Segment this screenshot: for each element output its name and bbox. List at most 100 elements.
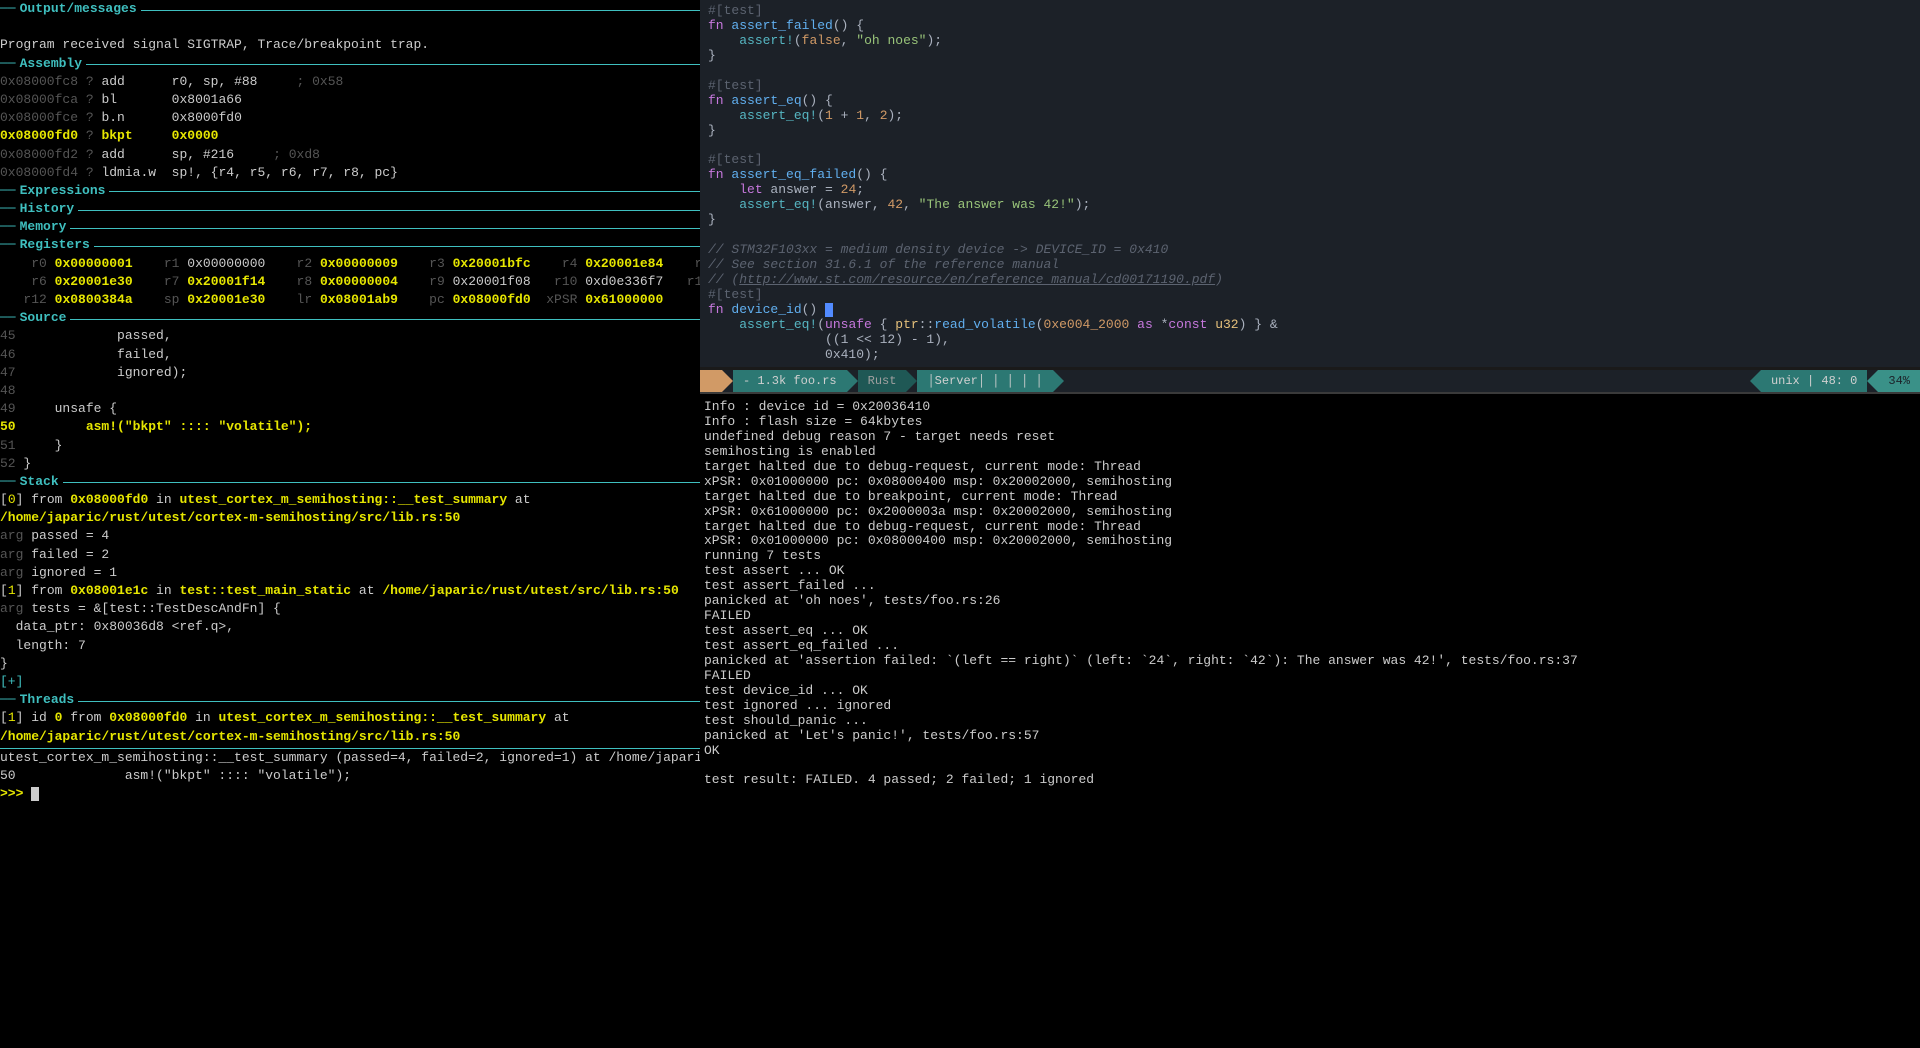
terminal-line: panicked at 'assertion failed: `(left ==… [704, 654, 1916, 669]
gdb-output-line: 50 asm!("bkpt" :::: "volatile"); [0, 767, 700, 785]
sb-file: - 1.3k foo.rs [733, 370, 847, 392]
blank [0, 18, 700, 36]
terminal-line: OK [704, 744, 1916, 759]
source-line: 49 unsafe { [0, 400, 700, 418]
gdb-output-line: utest_cortex_m_semihosting::__test_summa… [0, 749, 700, 767]
gdb-tail: utest_cortex_m_semihosting::__test_summa… [0, 749, 700, 785]
terminal-line [704, 759, 1916, 774]
editor-line: #[test] [708, 79, 1912, 94]
section-memory: ──Memory [0, 218, 700, 236]
register-row: r0 0x00000001 r1 0x00000000 r2 0x0000000… [0, 255, 700, 273]
gdb-prompt: >>> [0, 786, 31, 801]
editor-statusbar: - 1.3k foo.rs Rust │ Server │ │ │ │ │ un… [700, 370, 1920, 392]
terminal-line: semihosting is enabled [704, 445, 1916, 460]
asm-line: 0x08000fc8 ? add r0, sp, #88 ; 0x58 [0, 73, 700, 91]
terminal-line: panicked at 'Let's panic!', tests/foo.rs… [704, 729, 1916, 744]
asm-line: 0x08000fd2 ? add sp, #216 ; 0xd8 [0, 146, 700, 164]
source-listing: 45 passed,46 failed,47 ignored);48 49 un… [0, 327, 700, 473]
terminal-line: test ignored ... ignored [704, 699, 1916, 714]
sb-encoding: unix | 48: 0 [1761, 370, 1867, 392]
terminal-line: xPSR: 0x01000000 pc: 0x08000400 msp: 0x2… [704, 475, 1916, 490]
editor-line: 0x410); [708, 348, 1912, 363]
section-history: ──History [0, 200, 700, 218]
terminal-line: target halted due to debug-request, curr… [704, 460, 1916, 475]
terminal-line: running 7 tests [704, 549, 1916, 564]
stack-arg: arg ignored = 1 [0, 564, 700, 582]
registers-listing: r0 0x00000001 r1 0x00000000 r2 0x0000000… [0, 255, 700, 310]
stack-tail: } [0, 655, 700, 673]
asm-line: 0x08000fca ? bl 0x8001a66 [0, 91, 700, 109]
section-registers: ──Registers [0, 236, 700, 254]
terminal-line: test result: FAILED. 4 passed; 2 failed;… [704, 773, 1916, 788]
stack-arg: arg failed = 2 [0, 546, 700, 564]
editor-line: #[test] [708, 4, 1912, 19]
sb-arrow-left [700, 370, 722, 392]
right-pane: #[test]fn assert_failed() { assert!(fals… [700, 0, 1920, 1048]
register-row: r6 0x20001e30 r7 0x20001f14 r8 0x0000000… [0, 273, 700, 291]
editor-line: } [708, 213, 1912, 228]
editor-line: fn assert_eq_failed() { [708, 168, 1912, 183]
terminal-line: panicked at 'oh noes', tests/foo.rs:26 [704, 594, 1916, 609]
editor-line: fn device_id() [708, 303, 1912, 318]
editor-line: assert_eq!(1 + 1, 2); [708, 109, 1912, 124]
source-line: 52 } [0, 455, 700, 473]
terminal-line: Info : device id = 0x20036410 [704, 400, 1916, 415]
terminal-line: test assert ... OK [704, 564, 1916, 579]
source-line: 45 passed, [0, 327, 700, 345]
terminal-line: xPSR: 0x01000000 pc: 0x08000400 msp: 0x2… [704, 534, 1916, 549]
editor-line: // (http://www.st.com/resource/en/refere… [708, 273, 1912, 288]
asm-line: 0x08000fd4 ? ldmia.w sp!, {r4, r5, r6, r… [0, 164, 700, 182]
terminal-line: undefined debug reason 7 - target needs … [704, 430, 1916, 445]
stack-arg: arg passed = 4 [0, 527, 700, 545]
editor-line: assert!(false, "oh noes"); [708, 34, 1912, 49]
editor-line: assert_eq!(answer, 42, "The answer was 4… [708, 198, 1912, 213]
editor-line: fn assert_failed() { [708, 19, 1912, 34]
code-editor[interactable]: #[test]fn assert_failed() { assert!(fals… [700, 0, 1920, 392]
signal-message: Program received signal SIGTRAP, Trace/b… [0, 36, 700, 54]
editor-line: assert_eq!(unsafe { ptr::read_volatile(0… [708, 318, 1912, 333]
register-row: r12 0x0800384a sp 0x20001e30 lr 0x08001a… [0, 291, 700, 309]
sb-server: │ Server │ │ │ │ │ [917, 370, 1052, 392]
source-line: 51 } [0, 437, 700, 455]
terminal-line: FAILED [704, 609, 1916, 624]
section-source: ──Source [0, 309, 700, 327]
asm-line: 0x08000fd0 ? bkpt 0x0000 [0, 127, 700, 145]
terminal-line: test assert_eq ... OK [704, 624, 1916, 639]
gdb-dashboard: ──Output/messages Program received signa… [0, 0, 700, 1048]
stack-expand[interactable]: [+] [0, 673, 700, 691]
editor-line: #[test] [708, 153, 1912, 168]
gdb-cursor [31, 787, 39, 801]
terminal-line: FAILED [704, 669, 1916, 684]
editor-line: fn assert_eq() { [708, 94, 1912, 109]
editor-line [708, 64, 1912, 79]
editor-line [708, 228, 1912, 243]
terminal-line: xPSR: 0x61000000 pc: 0x2000003a msp: 0x2… [704, 505, 1916, 520]
stack-frame: [0] from 0x08000fd0 in utest_cortex_m_se… [0, 491, 700, 527]
terminal-line: target halted due to breakpoint, current… [704, 490, 1916, 505]
terminal-line: test assert_failed ... [704, 579, 1916, 594]
terminal-line: test device_id ... OK [704, 684, 1916, 699]
stack-tail: length: 7 [0, 637, 700, 655]
section-output: ──Output/messages [0, 0, 700, 18]
section-stack: ──Stack [0, 473, 700, 491]
source-line: 46 failed, [0, 346, 700, 364]
assembly-listing: 0x08000fc8 ? add r0, sp, #88 ; 0x580x080… [0, 73, 700, 182]
section-assembly: ──Assembly [0, 55, 700, 73]
asm-line: 0x08000fce ? b.n 0x8000fd0 [0, 109, 700, 127]
section-expressions: ──Expressions [0, 182, 700, 200]
terminal-output[interactable]: Info : device id = 0x20036410Info : flas… [700, 392, 1920, 1048]
terminal-line: test should_panic ... [704, 714, 1916, 729]
editor-line: ((1 << 12) - 1), [708, 333, 1912, 348]
editor-line: // STM32F103xx = medium density device -… [708, 243, 1912, 258]
terminal-line: test assert_eq_failed ... [704, 639, 1916, 654]
terminal-line: target halted due to debug-request, curr… [704, 520, 1916, 535]
terminal-line: Info : flash size = 64kbytes [704, 415, 1916, 430]
source-line: 48 [0, 382, 700, 400]
gdb-prompt-line[interactable]: >>> [0, 785, 700, 803]
sb-percent: 34% [1878, 370, 1920, 392]
threads-listing: [1] id 0 from 0x08000fd0 in utest_cortex… [0, 709, 700, 745]
section-threads: ──Threads [0, 691, 700, 709]
source-line: 47 ignored); [0, 364, 700, 382]
sb-lang: Rust [858, 370, 907, 392]
editor-line: // See section 31.6.1 of the reference m… [708, 258, 1912, 273]
